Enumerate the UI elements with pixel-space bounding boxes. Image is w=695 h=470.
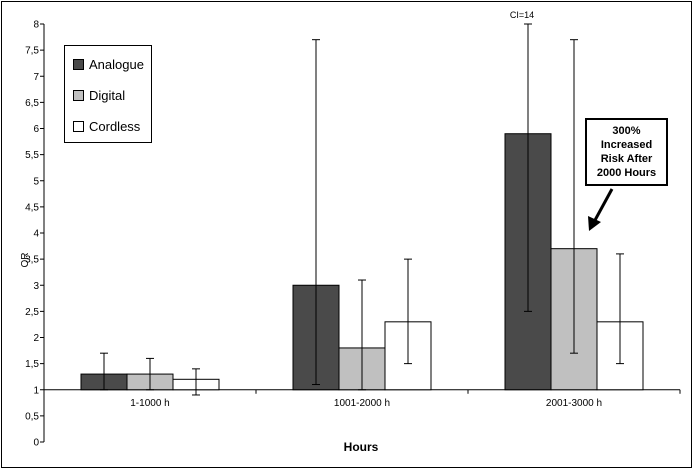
legend: Analogue Digital Cordless [64, 45, 152, 143]
y-tick-label: 3,5 [25, 255, 39, 266]
risk-callout-text: 300% Increased Risk After 2000 Hours [596, 125, 657, 179]
x-axis-title: Hours [344, 440, 379, 454]
y-tick-label: 8 [33, 20, 39, 31]
axis-labels: 0 0,5 1 1,5 2 2,5 3 3,5 4 4,5 5 5,5 6 6,5 7 7,5 8 1-1000 … [25, 20, 602, 449]
callout-arrow [588, 188, 614, 231]
ci-annotation: CI=14 [510, 10, 534, 20]
y-tick-label: 0 [33, 438, 39, 449]
legend-label-cordless: Cordless [89, 118, 141, 134]
legend-label-analogue: Analogue [89, 56, 144, 72]
y-tick-label: 1 [33, 385, 39, 396]
y-tick-label: 5 [33, 176, 39, 187]
x-tick-label: 1-1000 h [130, 398, 169, 409]
risk-callout: 300% Increased Risk After 2000 Hours [585, 118, 668, 186]
y-tick-label: 6 [33, 124, 39, 135]
legend-label-digital: Digital [89, 87, 126, 103]
y-tick-label: 4,5 [25, 202, 39, 213]
y-tick-label: 0,5 [25, 411, 39, 422]
y-tick-label: 4 [33, 229, 39, 240]
y-tick-label: 6,5 [25, 98, 39, 109]
legend-item-cordless: Cordless [73, 118, 140, 134]
y-tick-label: 2 [33, 333, 39, 344]
y-tick-label: 2,5 [25, 307, 39, 318]
legend-swatch-analogue [73, 58, 84, 70]
legend-swatch-digital [73, 89, 84, 101]
y-tick-label: 3 [33, 281, 39, 292]
y-tick-label: 7 [33, 72, 39, 83]
legend-swatch-cordless [73, 120, 84, 132]
y-tick-label: 1,5 [25, 359, 39, 370]
x-tick-label: 1001-2000 h [334, 398, 390, 409]
error-bars [100, 23, 624, 396]
y-tick-label: 7,5 [25, 46, 39, 57]
x-tick-label: 2001-3000 h [546, 398, 602, 409]
legend-item-analogue: Analogue [73, 56, 144, 72]
legend-item-digital: Digital [73, 87, 125, 103]
y-axis-title: OR [20, 253, 31, 268]
y-tick-label: 5,5 [25, 150, 39, 161]
